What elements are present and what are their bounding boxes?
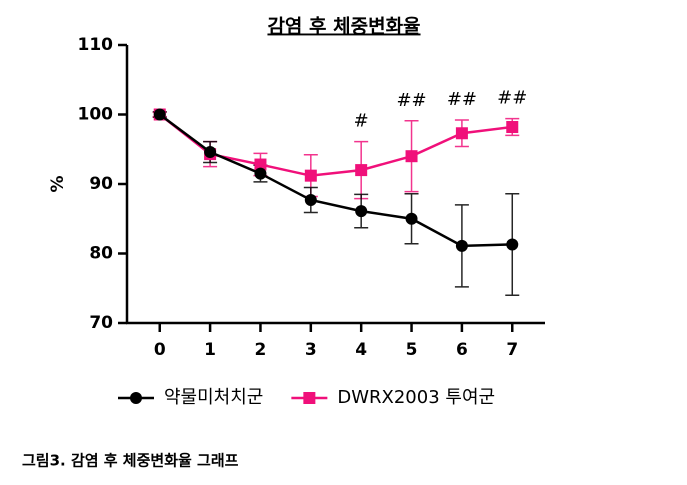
y-tick-label: 70 xyxy=(89,313,113,333)
marker xyxy=(304,193,317,206)
x-tick-label: 3 xyxy=(305,340,317,360)
annotation: # xyxy=(354,111,369,132)
caption: 그림3. 감염 후 체중변화율 그래프 xyxy=(22,452,239,470)
x-tick-label: 5 xyxy=(406,340,418,360)
marker xyxy=(506,121,519,134)
marker xyxy=(405,150,418,163)
x-tick-label: 0 xyxy=(154,340,166,360)
x-tick-label: 6 xyxy=(456,340,468,360)
marker xyxy=(455,127,468,140)
marker xyxy=(355,205,368,218)
legend-marker xyxy=(130,392,142,404)
marker xyxy=(455,239,468,252)
chart-title: 감염 후 체중변화율 xyxy=(267,16,420,38)
x-tick-label: 1 xyxy=(204,340,216,360)
legend-label: DWRX2003 투여군 xyxy=(337,387,495,408)
y-tick-label: 100 xyxy=(78,105,114,125)
legend-marker xyxy=(303,392,316,404)
marker xyxy=(506,238,519,251)
marker xyxy=(405,212,418,225)
x-tick-label: 4 xyxy=(355,340,367,360)
marker xyxy=(304,169,317,182)
x-tick-label: 2 xyxy=(255,340,267,360)
legend-label: 약물미처치군 xyxy=(164,387,263,408)
y-tick-label: 110 xyxy=(78,35,114,55)
series-line xyxy=(158,113,513,248)
marker xyxy=(153,108,166,121)
annotation: ## xyxy=(497,88,527,109)
y-tick-label: 90 xyxy=(89,174,113,194)
annotation: ## xyxy=(396,90,426,111)
marker xyxy=(355,164,368,177)
marker xyxy=(254,158,267,171)
y-tick-label: 80 xyxy=(89,244,113,264)
y-axis-label: % xyxy=(48,175,68,192)
annotation: ## xyxy=(447,89,477,110)
x-tick-label: 7 xyxy=(506,340,518,360)
marker xyxy=(254,167,267,180)
marker xyxy=(204,146,217,159)
